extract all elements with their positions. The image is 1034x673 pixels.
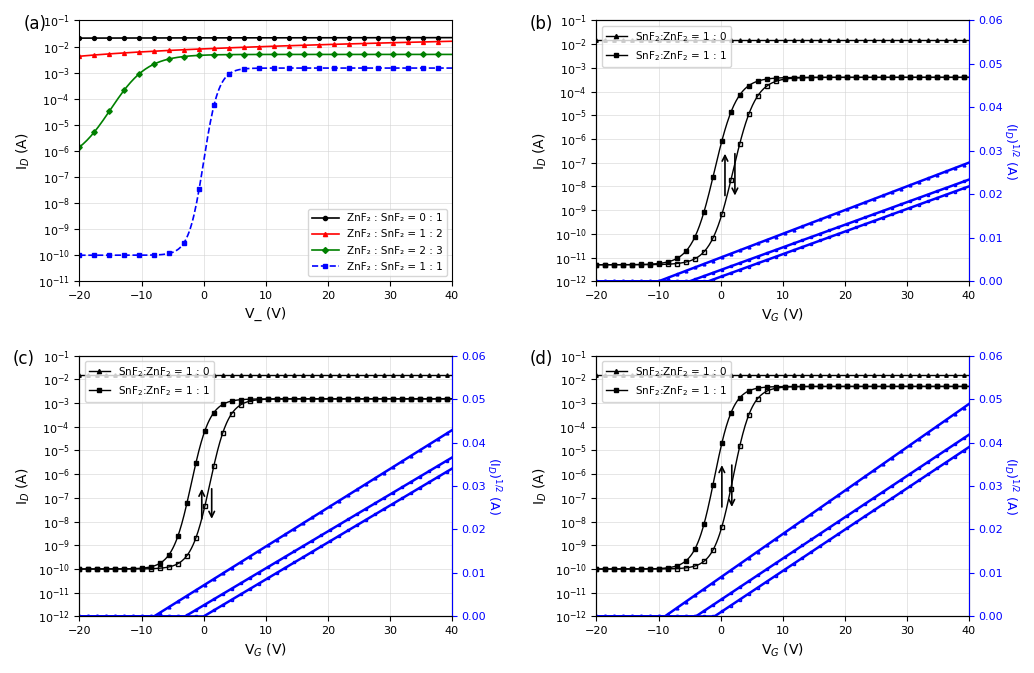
Legend: SnF$_2$:ZnF$_2$ = 1 : 0, SnF$_2$:ZnF$_2$ = 1 : 1: SnF$_2$:ZnF$_2$ = 1 : 0, SnF$_2$:ZnF$_2$… [85, 361, 214, 402]
Text: (a): (a) [24, 15, 47, 33]
X-axis label: V$_G$ (V): V$_G$ (V) [761, 307, 804, 324]
X-axis label: V_ (V): V_ (V) [245, 307, 286, 321]
Y-axis label: I$_D$ (A): I$_D$ (A) [14, 467, 32, 505]
Legend: SnF$_2$:ZnF$_2$ = 1 : 0, SnF$_2$:ZnF$_2$ = 1 : 1: SnF$_2$:ZnF$_2$ = 1 : 0, SnF$_2$:ZnF$_2$… [602, 361, 731, 402]
Y-axis label: (I$_D$)$^{1/2}$ (A): (I$_D$)$^{1/2}$ (A) [484, 457, 504, 515]
Text: (c): (c) [12, 351, 34, 368]
X-axis label: V$_G$ (V): V$_G$ (V) [761, 642, 804, 659]
Y-axis label: I$_D$ (A): I$_D$ (A) [531, 132, 549, 170]
Legend: SnF$_2$:ZnF$_2$ = 1 : 0, SnF$_2$:ZnF$_2$ = 1 : 1: SnF$_2$:ZnF$_2$ = 1 : 0, SnF$_2$:ZnF$_2$… [602, 26, 731, 67]
Legend: ZnF₂ : SnF₂ = 0 : 1, ZnF₂ : SnF₂ = 1 : 2, ZnF₂ : SnF₂ = 2 : 3, ZnF₂ : SnF₂ = 1 :: ZnF₂ : SnF₂ = 0 : 1, ZnF₂ : SnF₂ = 1 : 2… [308, 209, 447, 276]
Text: (b): (b) [529, 15, 553, 33]
Y-axis label: (I$_D$)$^{1/2}$ (A): (I$_D$)$^{1/2}$ (A) [1001, 457, 1021, 515]
Text: (d): (d) [529, 351, 553, 368]
Y-axis label: (I$_D$)$^{1/2}$ (A): (I$_D$)$^{1/2}$ (A) [1001, 122, 1021, 180]
Y-axis label: I$_D$ (A): I$_D$ (A) [14, 132, 32, 170]
Y-axis label: I$_D$ (A): I$_D$ (A) [531, 467, 549, 505]
X-axis label: V$_G$ (V): V$_G$ (V) [244, 642, 287, 659]
